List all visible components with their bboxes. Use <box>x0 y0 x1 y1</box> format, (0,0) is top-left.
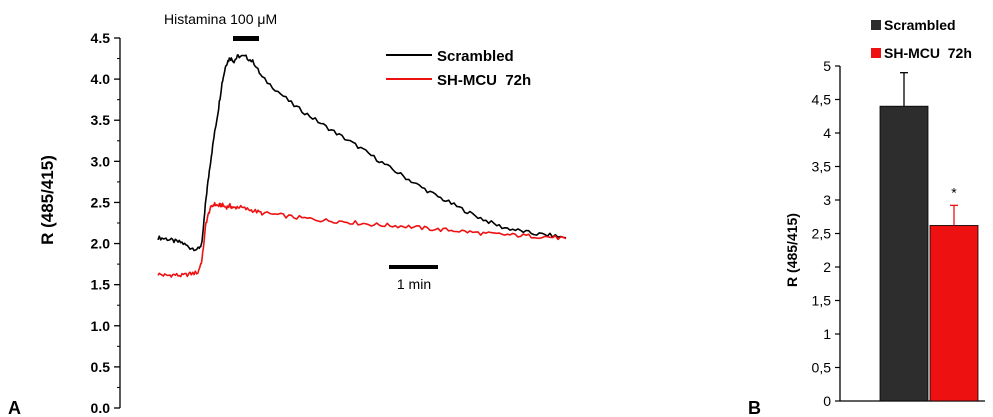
y-tick-label: 4.5 <box>91 30 111 46</box>
y-tick-label: 4,5 <box>812 92 832 108</box>
panel-b-bars: * <box>879 72 979 402</box>
y-tick-label: 3.0 <box>91 153 111 169</box>
panel-a-y-axis-label: R (485/415) <box>38 155 57 245</box>
panel-b-legend: Scrambled SH-MCU 72h <box>871 17 972 61</box>
y-tick-label: 5 <box>823 58 831 74</box>
y-tick-label: 2.5 <box>91 194 111 210</box>
y-tick-label: 0 <box>823 393 831 409</box>
significance-marker: * <box>951 184 957 200</box>
legend-swatch-scrambled-bar <box>871 20 881 30</box>
panel-a-traces <box>157 54 567 278</box>
series-line-sh-mcu <box>157 201 567 278</box>
panel-b-y-axis-label: R (485/415) <box>784 213 800 287</box>
bar-scrambled <box>879 105 929 402</box>
legend-label-scrambled: Scrambled <box>437 48 514 65</box>
y-tick-label: 4.0 <box>91 71 111 87</box>
y-tick-label: 3,5 <box>812 159 832 175</box>
stimulus-label: Histamina 100 μM <box>164 11 277 27</box>
y-tick-label: 3.5 <box>91 112 111 128</box>
bar-sh-mcu <box>929 225 979 402</box>
panel-a-y-ticks: 0.0 0.5 1.0 1.5 2.0 2.5 3.0 3.5 4.0 4.5 <box>91 30 120 416</box>
panel-a-label: A <box>8 398 21 417</box>
panel-b-y-ticks: 0 0,5 1 1,5 2 2,5 3 3,5 4 4,5 5 <box>812 58 840 409</box>
panel-b: B 0 0,5 1 1,5 2 2,5 3 3,5 4 4,5 5 R (485/415) * Sc… <box>748 17 985 417</box>
y-tick-label: 2,5 <box>812 226 832 242</box>
y-tick-label: 0.5 <box>91 359 111 375</box>
y-tick-label: 2.0 <box>91 236 111 252</box>
time-scale-bar <box>389 265 438 269</box>
panel-b-label: B <box>748 398 761 417</box>
time-scale-label: 1 min <box>397 276 431 292</box>
legend-label-sh-mcu-bar: SH-MCU 72h <box>884 45 972 61</box>
y-tick-label: 1,5 <box>812 293 832 309</box>
y-tick-label: 2 <box>823 259 831 275</box>
stimulus-bar <box>233 36 259 41</box>
y-tick-label: 0,5 <box>812 360 832 376</box>
y-tick-label: 1.0 <box>91 318 111 334</box>
y-tick-label: 0.0 <box>91 400 111 416</box>
y-tick-label: 1 <box>823 326 831 342</box>
legend-label-scrambled-bar: Scrambled <box>884 17 956 33</box>
panel-a-legend: Scrambled SH-MCU 72h <box>386 48 531 89</box>
legend-swatch-sh-mcu-bar <box>871 48 881 58</box>
y-tick-label: 4 <box>823 125 831 141</box>
panel-a: A 0.0 0.5 1.0 1.5 2.0 2.5 3.0 3.5 4.0 4.5 R (485/… <box>8 11 567 417</box>
series-line-scrambled <box>157 54 567 252</box>
y-tick-label: 1.5 <box>91 277 111 293</box>
y-tick-label: 3 <box>823 192 831 208</box>
legend-label-sh-mcu: SH-MCU 72h <box>437 72 531 89</box>
